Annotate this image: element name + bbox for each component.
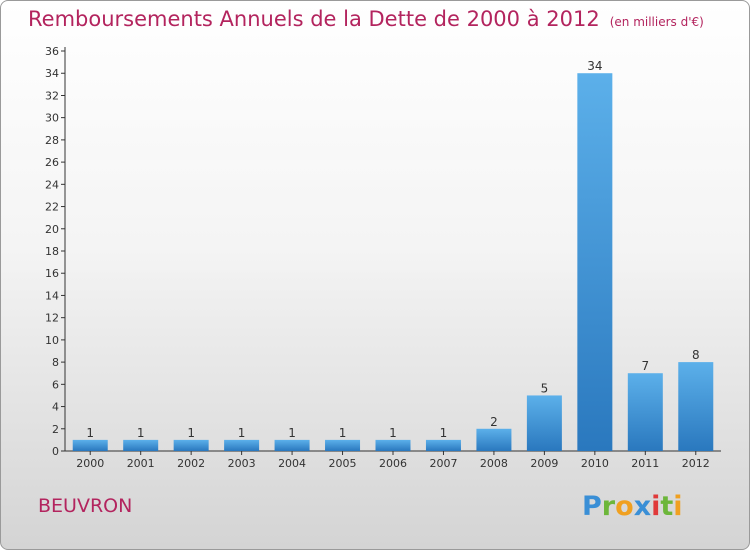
y-tick-label: 30 xyxy=(45,112,59,125)
proxiti-logo-letter: o xyxy=(615,491,634,522)
bar xyxy=(577,73,613,451)
x-tick-label: 2007 xyxy=(429,457,457,470)
chart-subtitle: (en milliers d'€) xyxy=(609,15,704,29)
x-tick-label: 2006 xyxy=(379,457,407,470)
proxiti-logo-letter: r xyxy=(601,491,616,522)
proxiti-logo-letter: t xyxy=(660,491,674,522)
data-label: 2 xyxy=(490,415,498,429)
data-label: 1 xyxy=(440,426,448,440)
data-label: 1 xyxy=(238,426,246,440)
data-label: 1 xyxy=(288,426,296,440)
bar xyxy=(274,439,310,451)
y-tick-label: 18 xyxy=(45,245,59,258)
y-tick-label: 14 xyxy=(45,289,59,302)
y-tick-label: 12 xyxy=(45,312,59,325)
bar xyxy=(627,373,663,451)
data-label: 1 xyxy=(339,426,347,440)
x-tick-label: 2003 xyxy=(228,457,256,470)
data-label: 34 xyxy=(587,59,602,73)
x-tick-label: 2010 xyxy=(581,457,609,470)
chart-title-text: Remboursements Annuels de la Dette de 20… xyxy=(28,7,600,31)
bar xyxy=(678,362,714,451)
y-tick-label: 20 xyxy=(45,223,59,236)
bar xyxy=(375,439,411,451)
x-tick-label: 2011 xyxy=(631,457,659,470)
y-tick-label: 28 xyxy=(45,134,59,147)
y-tick-label: 36 xyxy=(45,45,59,58)
y-tick-label: 24 xyxy=(45,178,59,191)
x-tick-label: 2012 xyxy=(682,457,710,470)
y-tick-label: 8 xyxy=(52,356,59,369)
bar xyxy=(173,439,209,451)
data-label: 1 xyxy=(187,426,195,440)
data-label: 1 xyxy=(137,426,145,440)
bar xyxy=(476,428,512,451)
y-tick-label: 16 xyxy=(45,267,59,280)
x-tick-label: 2001 xyxy=(127,457,155,470)
x-tick-label: 2000 xyxy=(76,457,104,470)
bar xyxy=(224,439,260,451)
y-tick-label: 22 xyxy=(45,201,59,214)
proxiti-logo-letter: x xyxy=(633,491,652,522)
proxiti-logo-letter: i xyxy=(651,491,661,522)
x-tick-label: 2004 xyxy=(278,457,306,470)
bar xyxy=(425,439,461,451)
data-label: 1 xyxy=(86,426,94,440)
y-tick-label: 0 xyxy=(52,445,59,458)
bar xyxy=(72,439,108,451)
y-tick-label: 34 xyxy=(45,67,59,80)
place-name: BEUVRON xyxy=(38,495,133,517)
x-tick-label: 2009 xyxy=(530,457,558,470)
y-tick-label: 2 xyxy=(52,423,59,436)
x-tick-label: 2002 xyxy=(177,457,205,470)
x-tick-label: 2008 xyxy=(480,457,508,470)
data-label: 7 xyxy=(641,359,649,373)
data-label: 8 xyxy=(692,348,700,362)
x-tick-label: 2005 xyxy=(329,457,357,470)
bar xyxy=(526,395,562,451)
proxiti-logo-letter: P xyxy=(582,491,602,522)
y-tick-label: 4 xyxy=(52,401,59,414)
proxiti-logo-letter: i xyxy=(673,491,683,522)
y-tick-label: 10 xyxy=(45,334,59,347)
y-tick-label: 6 xyxy=(52,378,59,391)
data-label: 5 xyxy=(541,381,549,395)
bar xyxy=(123,439,159,451)
data-label: 1 xyxy=(389,426,397,440)
bar xyxy=(325,439,361,451)
proxiti-logo: Proxiti xyxy=(582,491,683,522)
chart-title: Remboursements Annuels de la Dette de 20… xyxy=(28,7,704,31)
y-tick-label: 32 xyxy=(45,89,59,102)
y-tick-label: 26 xyxy=(45,156,59,169)
